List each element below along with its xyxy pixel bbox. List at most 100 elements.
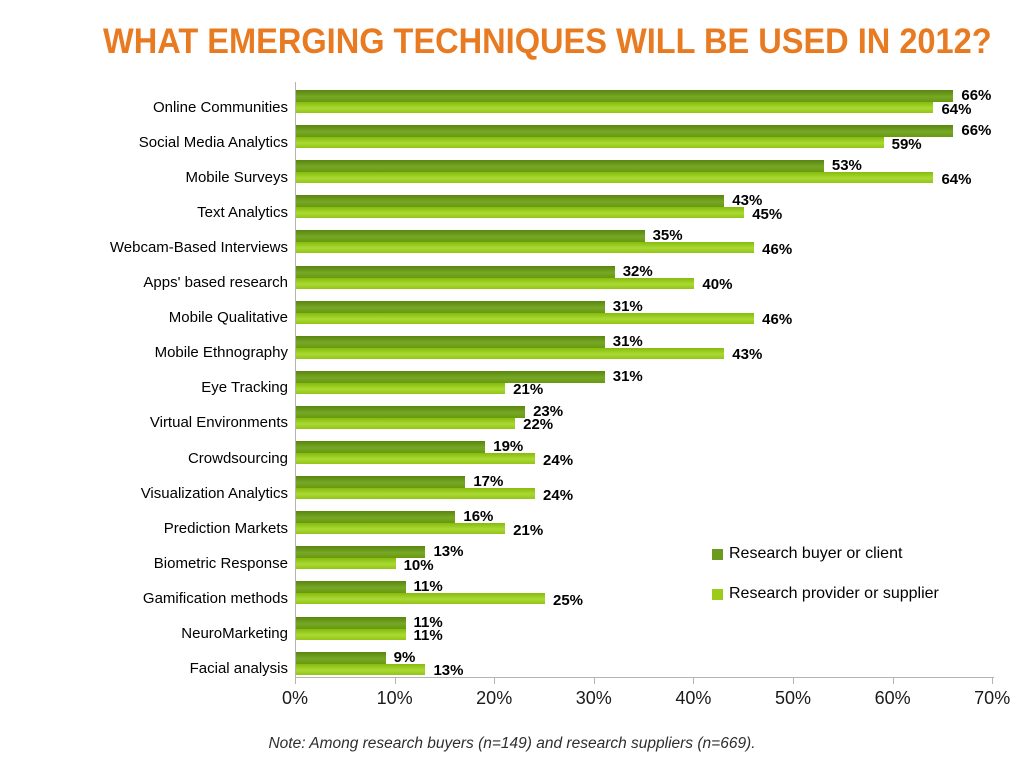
bar-buyer bbox=[296, 195, 725, 208]
bar-supplier bbox=[296, 312, 755, 324]
value-label-supplier: 24% bbox=[543, 451, 574, 469]
bar-buyer bbox=[296, 405, 526, 418]
value-label-buyer: 17% bbox=[473, 473, 504, 491]
bar-buyer bbox=[296, 90, 954, 102]
value-label-buyer: 19% bbox=[493, 438, 524, 455]
value-label-supplier: 10% bbox=[403, 556, 434, 574]
value-label-supplier: 64% bbox=[941, 100, 972, 118]
bar-supplier bbox=[296, 488, 536, 500]
value-label-supplier: 45% bbox=[752, 205, 783, 223]
bar-supplier bbox=[296, 347, 725, 359]
legend-label-buyer: Research buyer or client bbox=[729, 545, 903, 562]
bar-buyer bbox=[296, 441, 486, 453]
value-label-supplier: 64% bbox=[941, 170, 972, 188]
value-label-buyer: 9% bbox=[393, 648, 416, 666]
value-label-buyer: 66% bbox=[961, 87, 992, 104]
bar-buyer bbox=[296, 265, 615, 278]
category-label: Mobile Surveys bbox=[185, 168, 288, 186]
value-label-buyer: 66% bbox=[961, 122, 992, 140]
value-label-buyer: 11% bbox=[413, 613, 443, 631]
bar-supplier bbox=[296, 558, 396, 570]
legend-entry-supplier: Research provider or supplier bbox=[712, 585, 939, 603]
x-tick-label: 50% bbox=[774, 688, 812, 708]
x-axis-tick bbox=[394, 677, 396, 684]
bar-supplier bbox=[296, 207, 745, 219]
x-tick-label: 20% bbox=[476, 688, 513, 708]
value-label-supplier: 46% bbox=[762, 311, 793, 329]
value-label-buyer: 11% bbox=[413, 578, 443, 596]
bar-buyer bbox=[296, 476, 466, 489]
x-tick-label: 30% bbox=[575, 688, 612, 708]
value-label-buyer: 31% bbox=[612, 332, 643, 350]
value-label-supplier: 59% bbox=[891, 135, 922, 153]
bar-supplier bbox=[296, 382, 506, 394]
x-axis-tick bbox=[593, 677, 595, 684]
category-label: NeuroMarketing bbox=[181, 625, 288, 642]
category-label: Online Communities bbox=[152, 98, 288, 116]
bar-supplier bbox=[296, 593, 545, 605]
category-label: Prediction Markets bbox=[163, 519, 288, 537]
x-tick-label: 60% bbox=[874, 688, 911, 708]
category-label: Apps' based research bbox=[143, 274, 288, 291]
bar-buyer bbox=[296, 335, 605, 348]
value-label-buyer: 53% bbox=[831, 157, 862, 175]
footnote: Note: Among research buyers (n=149) and … bbox=[268, 735, 756, 752]
category-label: Social Media Analytics bbox=[138, 133, 288, 151]
value-label-buyer: 43% bbox=[732, 192, 763, 210]
category-label: Mobile Qualitative bbox=[168, 309, 288, 327]
bar-supplier bbox=[296, 277, 695, 289]
value-label-supplier: 25% bbox=[553, 591, 584, 609]
bar-supplier bbox=[296, 663, 426, 675]
value-label-buyer: 31% bbox=[612, 367, 643, 385]
category-label: Eye Tracking bbox=[201, 379, 288, 397]
x-axis-tick bbox=[693, 677, 695, 684]
chart-title: WHAT EMERGING TECHNIQUES WILL BE USED IN… bbox=[103, 22, 992, 61]
x-tick-label: 40% bbox=[675, 688, 712, 708]
value-label-supplier: 24% bbox=[543, 486, 574, 504]
bar-buyer bbox=[296, 230, 645, 243]
bar-buyer bbox=[296, 125, 954, 138]
category-label: Crowdsourcing bbox=[187, 449, 288, 467]
legend-label-supplier: Research provider or supplier bbox=[729, 585, 939, 602]
bar-buyer bbox=[296, 300, 605, 313]
x-tick-label: 0% bbox=[281, 688, 308, 708]
bar-supplier bbox=[296, 242, 755, 254]
value-label-buyer: 31% bbox=[612, 297, 643, 315]
bar-buyer bbox=[296, 546, 426, 559]
category-label: Virtual Environments bbox=[149, 414, 288, 432]
x-axis-tick bbox=[494, 677, 496, 684]
value-label-supplier: 13% bbox=[433, 662, 464, 680]
value-label-buyer: 35% bbox=[652, 227, 683, 245]
category-label: Facial analysis bbox=[189, 660, 288, 678]
value-label-supplier: 46% bbox=[762, 240, 793, 258]
bar-supplier bbox=[296, 523, 506, 535]
category-label: Webcam-Based Interviews bbox=[109, 238, 288, 256]
category-label: Gamification methods bbox=[142, 589, 288, 607]
x-axis-tick bbox=[793, 677, 794, 684]
value-label-supplier: 21% bbox=[513, 521, 544, 539]
category-label: Text Analytics bbox=[197, 203, 288, 221]
value-label-buyer: 13% bbox=[433, 543, 464, 561]
legend-swatch-buyer-icon bbox=[712, 548, 723, 560]
legend-entry-buyer: Research buyer or client bbox=[712, 545, 902, 563]
bar-buyer bbox=[296, 581, 406, 594]
x-axis-tick bbox=[295, 677, 296, 684]
x-axis-tick bbox=[992, 677, 994, 684]
value-label-supplier: 40% bbox=[702, 276, 733, 293]
category-label: Biometric Response bbox=[153, 554, 288, 572]
bar-supplier bbox=[296, 453, 536, 464]
x-tick-label: 10% bbox=[376, 688, 413, 708]
x-axis-line bbox=[295, 677, 995, 678]
value-label-supplier: 11% bbox=[413, 627, 443, 644]
bar-buyer bbox=[296, 160, 824, 173]
value-label-supplier: 43% bbox=[732, 346, 763, 364]
category-label: Visualization Analytics bbox=[140, 484, 288, 502]
bar-supplier bbox=[296, 102, 934, 113]
x-tick-label: 70% bbox=[974, 688, 1011, 708]
bar-supplier bbox=[296, 172, 934, 184]
y-axis-line bbox=[295, 82, 296, 677]
bar-buyer bbox=[296, 370, 605, 383]
value-label-buyer: 16% bbox=[463, 508, 494, 526]
value-label-supplier: 22% bbox=[523, 416, 554, 434]
value-label-buyer: 23% bbox=[533, 402, 564, 420]
